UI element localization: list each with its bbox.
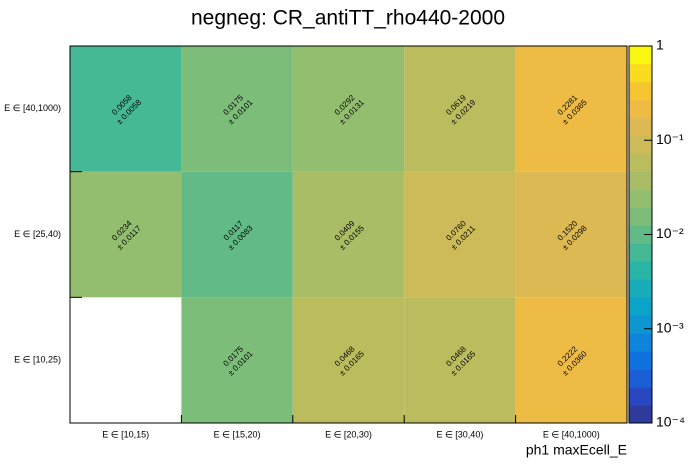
x-tick-label: E ∈ [20,30): [325, 429, 372, 439]
colorbar-tick-label: 10⁻²: [656, 225, 684, 241]
colorbar-tick-label: 10⁻¹: [656, 131, 684, 147]
colorbar-band: [629, 99, 652, 119]
colorbar-band: [629, 369, 652, 388]
colorbar-band: [629, 135, 652, 155]
heatmap-cell: [404, 297, 516, 423]
colorbar-band: [629, 189, 652, 208]
colorbar-band: [629, 297, 652, 316]
heatmap-cell: [404, 46, 516, 172]
heatmap-cell: [181, 46, 293, 172]
colorbar-band: [629, 351, 652, 370]
colorbar-band: [629, 333, 652, 352]
heatmap-cell: [515, 297, 627, 423]
y-tick-label: E ∈ [25,40): [14, 229, 61, 239]
colorbar-band: [629, 46, 652, 65]
colorbar-tick-label: 10⁻³: [656, 319, 684, 335]
colorbar-band: [629, 225, 652, 244]
x-axis-title: ph1 maxEcell_E: [526, 442, 627, 458]
colorbar-tick-label: 1: [656, 37, 664, 53]
colorbar-band: [629, 387, 652, 406]
heatmap-cell: [292, 171, 405, 298]
x-tick-label: E ∈ [10,15): [102, 429, 149, 439]
colorbar-band: [629, 81, 652, 101]
heatmap-cell: [515, 46, 627, 172]
heatmap-cell: [404, 171, 516, 298]
colorbar-band: [629, 243, 652, 262]
x-tick-label: E ∈ [30,40): [436, 429, 483, 439]
colorbar-band: [629, 153, 652, 172]
chart-title: negneg: CR_antiTT_rho440-2000: [191, 7, 505, 30]
colorbar-band: [629, 63, 652, 83]
heatmap-cell: [292, 297, 405, 423]
heatmap-cell: [515, 171, 627, 298]
y-tick-label: E ∈ [10,25): [14, 355, 61, 365]
x-tick-label: E ∈ [40,1000): [543, 429, 600, 439]
plot-frame: [69, 45, 628, 424]
y-tick-label: E ∈ [40,1000): [4, 103, 61, 113]
colorbar-band: [629, 405, 652, 424]
colorbar-band: [629, 117, 652, 137]
colorbar-band: [629, 207, 652, 226]
colorbar-band: [629, 171, 652, 190]
heatmap-cell: [70, 46, 182, 172]
heatmap-cell: [70, 171, 182, 298]
colorbar-band: [629, 261, 652, 280]
colorbar-band: [629, 315, 652, 334]
x-tick-label: E ∈ [15,20): [214, 429, 261, 439]
heatmap-cell: [181, 171, 293, 298]
colorbar-tick-label: 10⁻⁴: [656, 414, 685, 430]
heatmap-cell: [292, 46, 405, 172]
heatmap-cell: [181, 297, 293, 423]
colorbar-band: [629, 279, 652, 298]
